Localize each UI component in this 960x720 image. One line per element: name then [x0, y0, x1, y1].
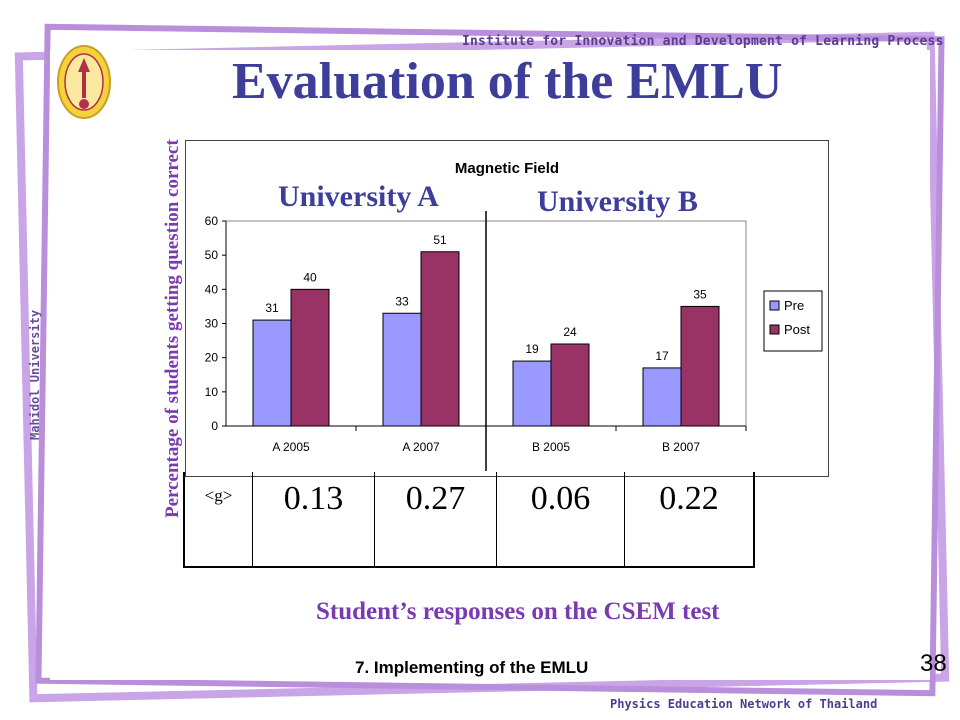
x-tick-label: B 2005: [532, 440, 570, 454]
data-label: 51: [433, 233, 447, 247]
bar-chart: Magnetic Field 0 10 20 30 40 50 60 A 2005 31 40 A …: [205, 160, 823, 471]
network-name: Physics Education Network of Thailand: [610, 697, 878, 711]
x-tick-label: B 2007: [662, 440, 700, 454]
gain-value-a2005: 0.13: [253, 472, 375, 566]
legend-swatch-pre: [769, 300, 780, 311]
page-title: Evaluation of the EMLU: [232, 53, 783, 110]
gain-value-b2005: 0.06: [497, 472, 625, 566]
data-label: 17: [655, 349, 669, 363]
bar-pre: [382, 312, 422, 427]
x-tick-label: A 2005: [272, 440, 310, 454]
section-footer: 7. Implementing of the EMLU: [355, 658, 589, 677]
y-tick-label: 0: [211, 419, 218, 433]
y-tick-label: 30: [205, 317, 219, 331]
university-seal-icon: [57, 45, 111, 119]
data-label: 24: [563, 325, 577, 339]
bar-pre: [252, 319, 292, 427]
data-label: 35: [693, 287, 707, 301]
y-tick-label: 60: [205, 214, 219, 228]
gain-value-a2007: 0.27: [375, 472, 497, 566]
data-label: 31: [265, 301, 279, 315]
bar-post: [290, 288, 330, 427]
x-tick-label: A 2007: [402, 440, 440, 454]
y-axis-label: Percentage of students getting question …: [162, 139, 183, 518]
y-tick-label: 10: [205, 385, 219, 399]
university-side-label: Mahidol University: [28, 309, 42, 440]
bar-post: [420, 251, 460, 427]
chart-caption: Student’s responses on the CSEM test: [316, 598, 720, 625]
y-tick-label: 50: [205, 248, 219, 262]
legend-entry: Post: [784, 322, 810, 337]
chart-title: Magnetic Field: [455, 160, 559, 177]
gain-label: <g>: [185, 472, 253, 566]
university-b-label: University B: [537, 185, 698, 218]
legend-swatch-post: [769, 324, 780, 335]
y-tick-label: 20: [205, 351, 219, 365]
y-tick-label: 40: [205, 282, 219, 296]
bar-pre: [642, 367, 682, 427]
university-a-label: University A: [278, 180, 439, 213]
bar-pre: [512, 360, 552, 427]
gain-table: <g> 0.13 0.27 0.06 0.22: [183, 472, 755, 568]
slide-number: 38: [920, 650, 947, 677]
gain-value-b2007: 0.22: [659, 480, 719, 517]
bar-post: [680, 305, 720, 427]
data-label: 33: [395, 294, 409, 308]
institute-name: Institute for Innovation and Development…: [462, 34, 944, 49]
data-label: 19: [525, 342, 539, 356]
bar-post: [550, 343, 590, 427]
data-label: 40: [303, 270, 317, 284]
legend-entry: Pre: [784, 298, 804, 313]
chart-container: Magnetic Field 0 10 20 30 40 50 60 A 2005 31 40 A …: [185, 140, 829, 477]
